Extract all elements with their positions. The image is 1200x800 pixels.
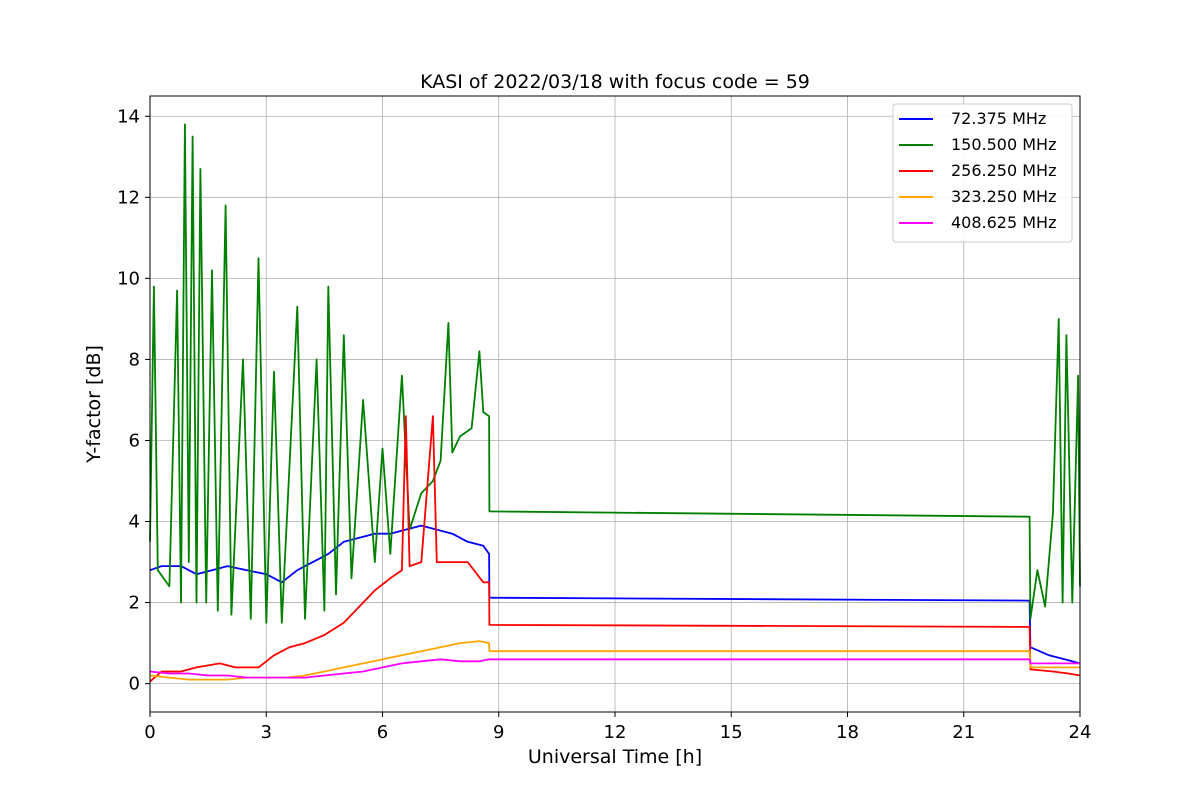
x-tick-label: 24	[1069, 722, 1092, 743]
y-tick-label: 12	[117, 187, 140, 208]
y-tick-label: 4	[129, 512, 140, 533]
x-tick-label: 21	[952, 722, 975, 743]
x-axis-label: Universal Time [h]	[528, 746, 702, 768]
x-tick-label: 18	[836, 722, 859, 743]
x-tick-label: 15	[720, 722, 743, 743]
y-tick-label: 14	[117, 106, 140, 127]
chart-title: KASI of 2022/03/18 with focus code = 59	[420, 71, 810, 93]
x-tick-label: 0	[144, 722, 155, 743]
legend: 72.375 MHz 150.500 MHz 256.250 MHz 323.250 …	[892, 103, 1073, 243]
x-axis: 0 3 6 9 12 15 18 21 24	[144, 712, 1091, 743]
x-tick-label: 6	[377, 722, 388, 743]
y-tick-label: 10	[117, 268, 140, 289]
x-tick-label: 9	[493, 722, 504, 743]
legend-label: 256.250 MHz	[951, 161, 1056, 180]
y-tick-label: 8	[129, 349, 140, 370]
legend-label: 72.375 MHz	[951, 109, 1046, 128]
y-tick-label: 2	[129, 593, 140, 614]
y-tick-label: 6	[129, 430, 140, 451]
x-tick-label: 3	[261, 722, 272, 743]
y-axis: 0 2 4 6 8 10 12 14	[117, 106, 150, 695]
legend-box	[892, 103, 1073, 243]
x-tick-label: 12	[604, 722, 627, 743]
series-line-4	[149, 658, 1080, 679]
series-line-2	[149, 415, 1081, 683]
legend-label: 150.500 MHz	[951, 135, 1056, 154]
series-line-0	[149, 524, 1081, 665]
legend-label: 408.625 MHz	[951, 213, 1056, 232]
series-line-1	[149, 123, 1081, 624]
y-axis-label: Y-factor [dB]	[83, 345, 105, 464]
y-tick-label: 0	[129, 674, 140, 695]
series-line-3	[149, 640, 1080, 681]
plot-area	[149, 123, 1081, 683]
legend-label: 323.250 MHz	[951, 187, 1056, 206]
